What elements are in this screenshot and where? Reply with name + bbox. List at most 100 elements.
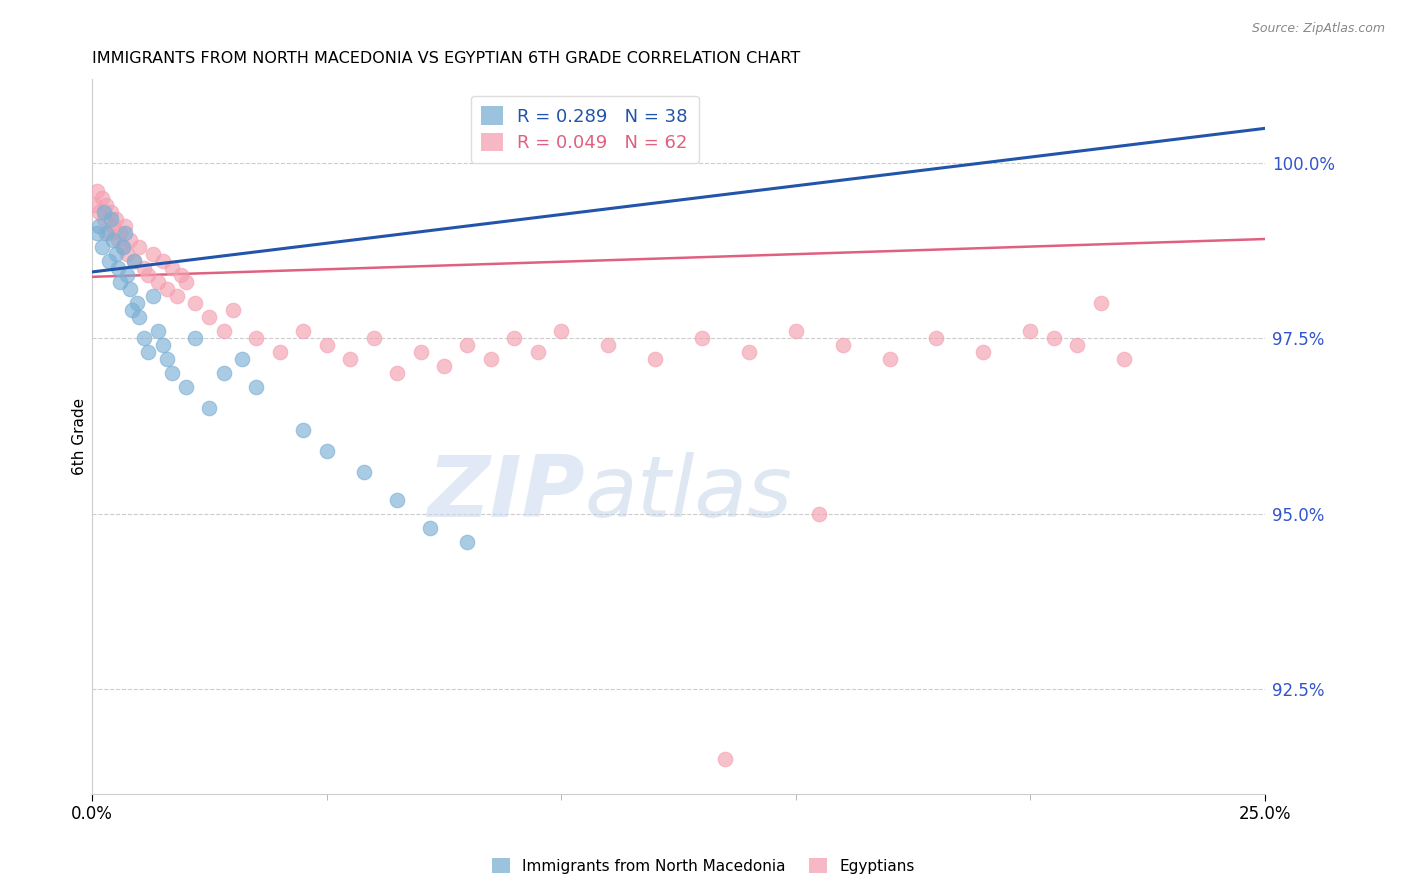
Point (184, 331, 207, 345)
Point (1042, 331, 1064, 345)
Point (111, 240, 134, 254)
Point (117, 268, 139, 283)
Legend: R = 0.289   N = 38, R = 0.049   N = 62: R = 0.289 N = 38, R = 0.049 N = 62 (471, 95, 699, 163)
Point (1066, 338, 1088, 352)
Point (363, 331, 385, 345)
Point (831, 338, 853, 352)
Point (385, 367, 408, 381)
Point (353, 465, 375, 479)
Point (433, 359, 456, 374)
Point (456, 534, 478, 549)
Point (146, 276, 169, 290)
Point (103, 219, 125, 234)
Point (174, 276, 197, 290)
Point (972, 345, 994, 359)
Point (160, 367, 183, 381)
Point (738, 345, 761, 359)
Point (222, 303, 245, 318)
Point (409, 345, 432, 359)
Point (110, 276, 132, 290)
Point (385, 492, 408, 507)
Point (292, 325, 315, 339)
Text: IMMIGRANTS FROM NORTH MACEDONIA VS EGYPTIAN 6TH GRADE CORRELATION CHART: IMMIGRANTS FROM NORTH MACEDONIA VS EGYPT… (93, 51, 800, 66)
Point (526, 345, 548, 359)
Point (96, 198, 118, 212)
Point (128, 240, 150, 254)
Point (598, 338, 620, 352)
Point (269, 345, 291, 359)
Point (1090, 296, 1112, 310)
Point (90, 240, 112, 254)
Point (292, 423, 315, 437)
Legend: Immigrants from North Macedonia, Egyptians: Immigrants from North Macedonia, Egyptia… (485, 852, 921, 880)
Point (146, 325, 169, 339)
Point (124, 254, 146, 268)
Point (93, 205, 115, 219)
Point (1019, 325, 1042, 339)
Point (1114, 352, 1136, 367)
Point (138, 345, 160, 359)
Point (138, 268, 160, 283)
Text: ZIP: ZIP (427, 452, 585, 535)
Point (104, 212, 127, 227)
Point (100, 212, 122, 227)
Point (86, 227, 108, 241)
Point (142, 247, 165, 261)
Point (245, 380, 267, 394)
Point (198, 401, 221, 416)
Point (644, 352, 666, 367)
Point (212, 367, 235, 381)
Point (124, 254, 146, 268)
Point (503, 331, 526, 345)
Text: atlas: atlas (585, 452, 793, 535)
Point (97, 254, 120, 268)
Point (142, 289, 165, 303)
Point (166, 289, 188, 303)
Point (184, 296, 207, 310)
Point (419, 520, 441, 534)
Point (104, 247, 127, 261)
Point (231, 352, 253, 367)
Point (315, 443, 337, 458)
Point (925, 331, 948, 345)
Point (93, 212, 115, 227)
Point (118, 282, 141, 296)
Point (132, 331, 155, 345)
Point (174, 380, 197, 394)
Point (96, 227, 118, 241)
Point (132, 261, 155, 276)
Point (479, 352, 502, 367)
Point (107, 234, 129, 248)
Point (339, 352, 361, 367)
Point (103, 234, 125, 248)
Point (550, 325, 572, 339)
Point (315, 338, 337, 352)
Point (114, 227, 136, 241)
Point (152, 254, 174, 268)
Point (212, 325, 235, 339)
Point (879, 352, 901, 367)
Point (107, 261, 129, 276)
Point (121, 303, 143, 318)
Point (117, 247, 139, 261)
Y-axis label: 6th Grade: 6th Grade (72, 398, 87, 475)
Point (785, 325, 807, 339)
Point (89, 219, 111, 234)
Point (128, 310, 150, 325)
Point (86, 185, 108, 199)
Point (198, 310, 221, 325)
Point (245, 331, 267, 345)
Point (114, 219, 136, 234)
Point (690, 331, 713, 345)
Point (111, 240, 134, 254)
Point (714, 752, 737, 766)
Point (152, 338, 174, 352)
Text: Source: ZipAtlas.com: Source: ZipAtlas.com (1251, 22, 1385, 36)
Point (97, 227, 120, 241)
Point (90, 191, 112, 205)
Point (160, 261, 183, 276)
Point (808, 507, 831, 521)
Point (125, 296, 148, 310)
Point (110, 227, 132, 241)
Point (156, 352, 179, 367)
